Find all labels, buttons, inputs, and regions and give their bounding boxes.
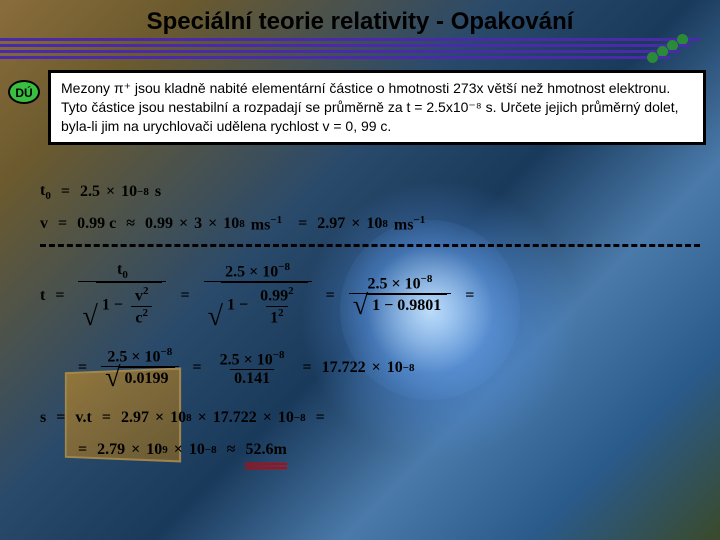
formula-v: v = 0.99 c ≈ 0.99 × 3 × 108 ms−1 = 2.97 … xyxy=(40,212,700,236)
final-result: 52.6m xyxy=(245,441,286,459)
var-t0: t0 xyxy=(40,182,51,202)
var-t: t xyxy=(40,287,45,305)
formula-t-cont: = 2.5 × 10−8 0.0199 = 2.5 × 10−8 0.141 =… xyxy=(40,338,700,398)
formula-result: = 2.79 × 109 × 10−8 ≈ 52.6m xyxy=(40,438,700,462)
formula-s: s = v.t = 2.97 × 108 × 17.722 × 10−8 = xyxy=(40,406,700,430)
formula-t0: t0 = 2.5 × 10−8 s xyxy=(40,180,700,204)
var-s: s xyxy=(40,409,46,427)
problem-statement: Mezony π⁺ jsou kladně nabité elementární… xyxy=(48,70,706,145)
formula-t: t = t0 1 − v2 c2 = 2.5 × 10−8 1 − xyxy=(40,261,700,330)
page-title: Speciální teorie relativity - Opakování xyxy=(0,8,720,36)
separator xyxy=(40,244,700,247)
var-v: v xyxy=(40,215,48,233)
homework-badge: DÚ xyxy=(8,80,40,104)
formula-area: t0 = 2.5 × 10−8 s v = 0.99 c ≈ 0.99 × 3 … xyxy=(40,180,700,470)
decorative-lines xyxy=(0,38,720,62)
